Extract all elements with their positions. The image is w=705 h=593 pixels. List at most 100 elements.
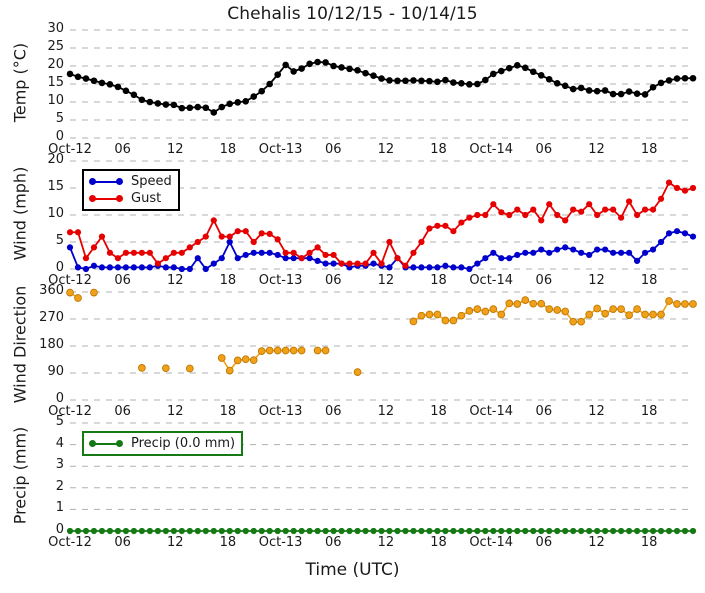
data-point <box>170 264 177 271</box>
data-point <box>681 230 689 237</box>
data-point <box>90 77 98 85</box>
data-point <box>649 310 657 319</box>
data-point <box>233 356 242 365</box>
data-point <box>273 346 282 355</box>
x-tick-label: 18 <box>430 273 447 288</box>
data-point <box>546 527 553 535</box>
data-point <box>618 249 625 256</box>
data-point <box>577 317 586 326</box>
data-point <box>689 74 697 82</box>
data-point <box>394 255 401 262</box>
data-point <box>370 260 377 267</box>
data-point <box>513 61 521 69</box>
y-tick-label: 180 <box>39 337 64 352</box>
data-point <box>426 225 433 232</box>
data-point <box>490 201 497 208</box>
data-point <box>673 300 681 308</box>
data-point <box>602 246 609 253</box>
y-tick-label: 20 <box>47 57 64 72</box>
x-tick-label: 06 <box>324 535 342 550</box>
data-point <box>497 310 506 319</box>
x-tick-label: 18 <box>430 142 447 157</box>
data-point <box>194 103 202 111</box>
x-tick-label: 18 <box>430 535 447 550</box>
data-point <box>530 527 537 535</box>
data-point <box>226 238 233 246</box>
data-point <box>434 264 441 271</box>
data-point <box>330 62 337 70</box>
x-tick-label: 12 <box>588 404 605 419</box>
data-point <box>290 249 297 256</box>
data-point <box>250 238 257 246</box>
data-point <box>522 211 529 219</box>
data-point <box>394 77 401 85</box>
data-point <box>466 527 473 535</box>
legend-label: Precip (0.0 mm) <box>131 436 236 451</box>
data-point <box>530 206 537 213</box>
data-point <box>66 70 74 78</box>
y-tick-label: 0 <box>55 260 64 275</box>
data-point <box>466 214 473 221</box>
data-point <box>106 264 114 271</box>
data-point <box>521 296 530 304</box>
data-point <box>626 249 633 256</box>
data-point <box>498 255 505 262</box>
data-point <box>313 346 322 355</box>
data-point <box>353 368 362 376</box>
data-point <box>138 249 145 256</box>
data-point <box>322 251 329 259</box>
data-point <box>162 255 169 262</box>
data-point <box>386 238 393 246</box>
data-point <box>298 527 305 535</box>
data-point <box>322 527 329 535</box>
data-point <box>553 79 561 87</box>
data-point <box>282 61 289 69</box>
data-point <box>665 297 673 305</box>
data-point <box>442 222 449 229</box>
data-point <box>514 251 521 259</box>
data-point <box>641 310 649 319</box>
data-point <box>234 255 241 262</box>
data-point <box>490 527 497 535</box>
data-point <box>546 249 553 256</box>
y-tick-label: 5 <box>55 414 64 429</box>
data-point <box>554 527 561 535</box>
legend-swatch-icon <box>88 175 124 189</box>
data-point <box>74 527 82 535</box>
data-point <box>146 249 153 256</box>
data-point <box>570 246 577 253</box>
data-point <box>402 527 409 535</box>
data-point <box>234 527 241 535</box>
data-point <box>593 304 602 313</box>
data-point <box>578 208 585 215</box>
legend-entry: Precip (0.0 mm) <box>88 435 235 452</box>
data-point <box>154 527 161 535</box>
x-tick-label: 18 <box>219 273 237 288</box>
data-point <box>194 527 201 535</box>
data-point <box>106 527 114 535</box>
data-point <box>458 264 465 271</box>
data-point <box>633 211 641 219</box>
data-point <box>218 255 225 262</box>
data-point <box>538 527 545 535</box>
data-point <box>665 77 673 84</box>
data-point <box>162 101 170 108</box>
data-point <box>506 527 513 535</box>
data-point <box>673 75 681 82</box>
data-point <box>186 244 193 251</box>
data-point <box>498 527 505 535</box>
x-tick-label: Oct-12 <box>48 142 92 157</box>
data-point <box>554 246 561 253</box>
data-point <box>442 76 449 84</box>
data-point <box>482 211 489 219</box>
data-point <box>410 249 417 256</box>
data-point <box>433 310 442 319</box>
data-point <box>202 265 209 273</box>
data-point <box>529 68 537 76</box>
data-point <box>122 527 130 535</box>
x-tick-label: 06 <box>324 404 342 419</box>
figure-title: Chehalis 10/12/15 - 10/14/15 <box>227 4 478 24</box>
data-point <box>466 265 473 273</box>
x-tick-label: 06 <box>324 273 342 288</box>
